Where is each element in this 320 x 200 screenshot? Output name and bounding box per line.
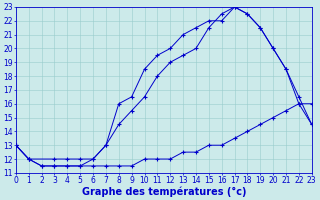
X-axis label: Graphe des températures (°c): Graphe des températures (°c): [82, 186, 246, 197]
